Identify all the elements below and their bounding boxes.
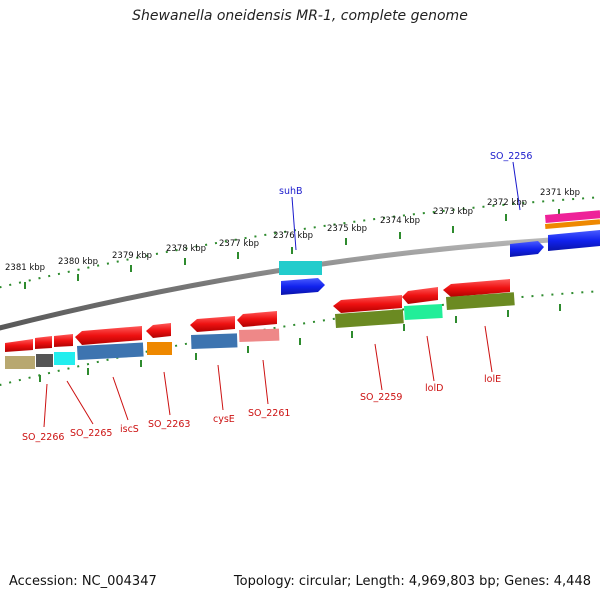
- gene-SO_2261[interactable]: [237, 311, 277, 327]
- gene-suhB[interactable]: [281, 278, 325, 295]
- cog-bar-right-magenta[interactable]: [545, 210, 600, 223]
- label-lolD[interactable]: lolD: [425, 383, 443, 394]
- scale-label-2371: 2371 kbp: [540, 188, 580, 198]
- reverse-leaders: [43, 325, 493, 428]
- label-suhB[interactable]: suhB: [279, 186, 303, 197]
- gene-iscS[interactable]: [75, 326, 142, 345]
- label-SO_2266[interactable]: SO_2266: [22, 432, 64, 443]
- gene-forward-right[interactable]: [548, 230, 600, 251]
- scale-label-2379: 2379 kbp: [112, 251, 152, 261]
- gene-SO_2265b[interactable]: [54, 334, 73, 347]
- cog-bar-iscS[interactable]: [77, 342, 144, 360]
- scale-label-2376: 2376 kbp: [273, 231, 313, 241]
- cog-bar-SO_2263[interactable]: [147, 342, 172, 355]
- label-SO_2263[interactable]: SO_2263: [148, 419, 190, 430]
- outer-major-ticks: [24, 209, 560, 289]
- scale-label-2380: 2380 kbp: [58, 257, 98, 267]
- cog-bar-suhB[interactable]: [279, 261, 322, 275]
- accession-text: Accession: NC_004347: [9, 574, 157, 589]
- label-SO_2261[interactable]: SO_2261: [248, 408, 290, 419]
- cog-bar-cyan[interactable]: [54, 352, 75, 365]
- scale-label-2377: 2377 kbp: [219, 239, 259, 249]
- label-SO_2259[interactable]: SO_2259: [360, 392, 402, 403]
- scale-label-2378: 2378 kbp: [166, 244, 206, 254]
- gene-SO_2263[interactable]: [146, 323, 171, 338]
- forward-genes: [279, 210, 600, 295]
- cog-bar-cysE[interactable]: [191, 333, 238, 349]
- scale-label-2374: 2374 kbp: [380, 216, 420, 226]
- cog-bar-lolE[interactable]: [446, 292, 515, 310]
- gene-SO_2256[interactable]: [510, 241, 544, 257]
- gene-SO_2266[interactable]: [5, 339, 33, 352]
- cog-bar-SO_2259[interactable]: [335, 309, 404, 328]
- scale-label-2381: 2381 kbp: [5, 263, 45, 273]
- scale-label-2372: 2372 kbp: [487, 198, 527, 208]
- map-title: Shewanella oneidensis MR-1, complete gen…: [132, 8, 468, 24]
- label-cysE[interactable]: cysE: [213, 414, 235, 425]
- label-iscS[interactable]: iscS: [120, 424, 139, 435]
- scale-label-2375: 2375 kbp: [327, 224, 367, 234]
- scale-labels: 2381 kbp 2380 kbp 2379 kbp 2378 kbp 2377…: [5, 188, 580, 273]
- gene-lolD[interactable]: [402, 287, 438, 304]
- gene-cysE[interactable]: [190, 316, 235, 332]
- cog-bar-gray[interactable]: [36, 354, 53, 367]
- label-SO_2265[interactable]: SO_2265: [70, 428, 112, 439]
- forward-leaders: [291, 161, 521, 251]
- cog-bar-SO_2261[interactable]: [239, 328, 280, 342]
- gene-SO_2265[interactable]: [35, 336, 52, 349]
- cog-bar-khaki-left[interactable]: [5, 356, 35, 369]
- genome-summary-text: Topology: circular; Length: 4,969,803 bp…: [233, 574, 591, 589]
- label-lolE[interactable]: lolE: [484, 374, 501, 385]
- label-SO_2256[interactable]: SO_2256: [490, 151, 532, 162]
- gene-SO_2259[interactable]: [333, 295, 402, 313]
- cog-bar-lolD[interactable]: [404, 304, 443, 320]
- gene-lolE[interactable]: [443, 279, 510, 297]
- scale-label-2373: 2373 kbp: [433, 207, 473, 217]
- cog-bar-right-orange[interactable]: [545, 219, 600, 229]
- reverse-genes: [5, 279, 515, 369]
- inner-major-ticks: [39, 304, 561, 382]
